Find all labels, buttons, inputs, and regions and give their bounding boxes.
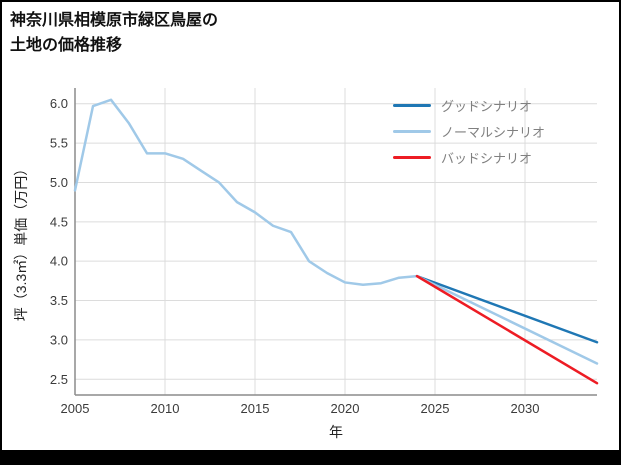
x-tick-label: 2015 <box>241 401 270 416</box>
legend: グッドシナリオ ノーマルシナリオ バッドシナリオ <box>393 92 545 170</box>
y-axis-title: 坪（3.3㎡）単価（万円） <box>13 162 29 321</box>
page-title-line2: 土地の価格推移 <box>10 37 123 54</box>
y-tick-label: 4.0 <box>50 254 68 269</box>
bad-scenario-line <box>415 274 599 385</box>
y-tick-label: 4.5 <box>50 214 68 229</box>
x-tick-label: 2020 <box>331 401 360 416</box>
y-tick-label: 3.0 <box>50 332 68 347</box>
bottom-bar <box>2 450 619 463</box>
history-line <box>73 98 419 287</box>
page-title-line1: 神奈川県相模原市緑区鳥屋の <box>10 12 219 29</box>
legend-item-bad-scenario: バッドシナリオ <box>393 144 545 170</box>
x-tick-label: 2030 <box>511 401 540 416</box>
y-tick-label: 6.0 <box>50 96 68 111</box>
y-tick-label: 2.5 <box>50 372 68 387</box>
normal-scenario-line-swatch <box>393 129 431 133</box>
x-tick-label: 2025 <box>421 401 450 416</box>
y-tick-label: 5.5 <box>50 136 68 151</box>
good-scenario-line-swatch <box>393 103 431 107</box>
x-axis-title: 年 <box>329 424 343 440</box>
good-scenario-line <box>415 274 599 344</box>
legend-label-bad-scenario: バッドシナリオ <box>441 150 533 166</box>
page-title: 神奈川県相模原市緑区鳥屋の 土地の価格推移 <box>10 8 218 58</box>
y-tick-label: 5.0 <box>50 175 68 190</box>
legend-label-normal-scenario: ノーマルシナリオ <box>441 124 546 140</box>
normal-scenario-line <box>415 274 599 365</box>
legend-label-good-scenario: グッドシナリオ <box>441 98 533 114</box>
legend-item-good-scenario: グッドシナリオ <box>393 92 545 118</box>
legend-item-normal-scenario: ノーマルシナリオ <box>393 118 545 144</box>
bad-scenario-line-swatch <box>393 155 431 159</box>
x-tick-label: 2010 <box>151 401 180 416</box>
y-tick-label: 3.5 <box>50 293 68 308</box>
x-tick-label: 2005 <box>61 401 90 416</box>
